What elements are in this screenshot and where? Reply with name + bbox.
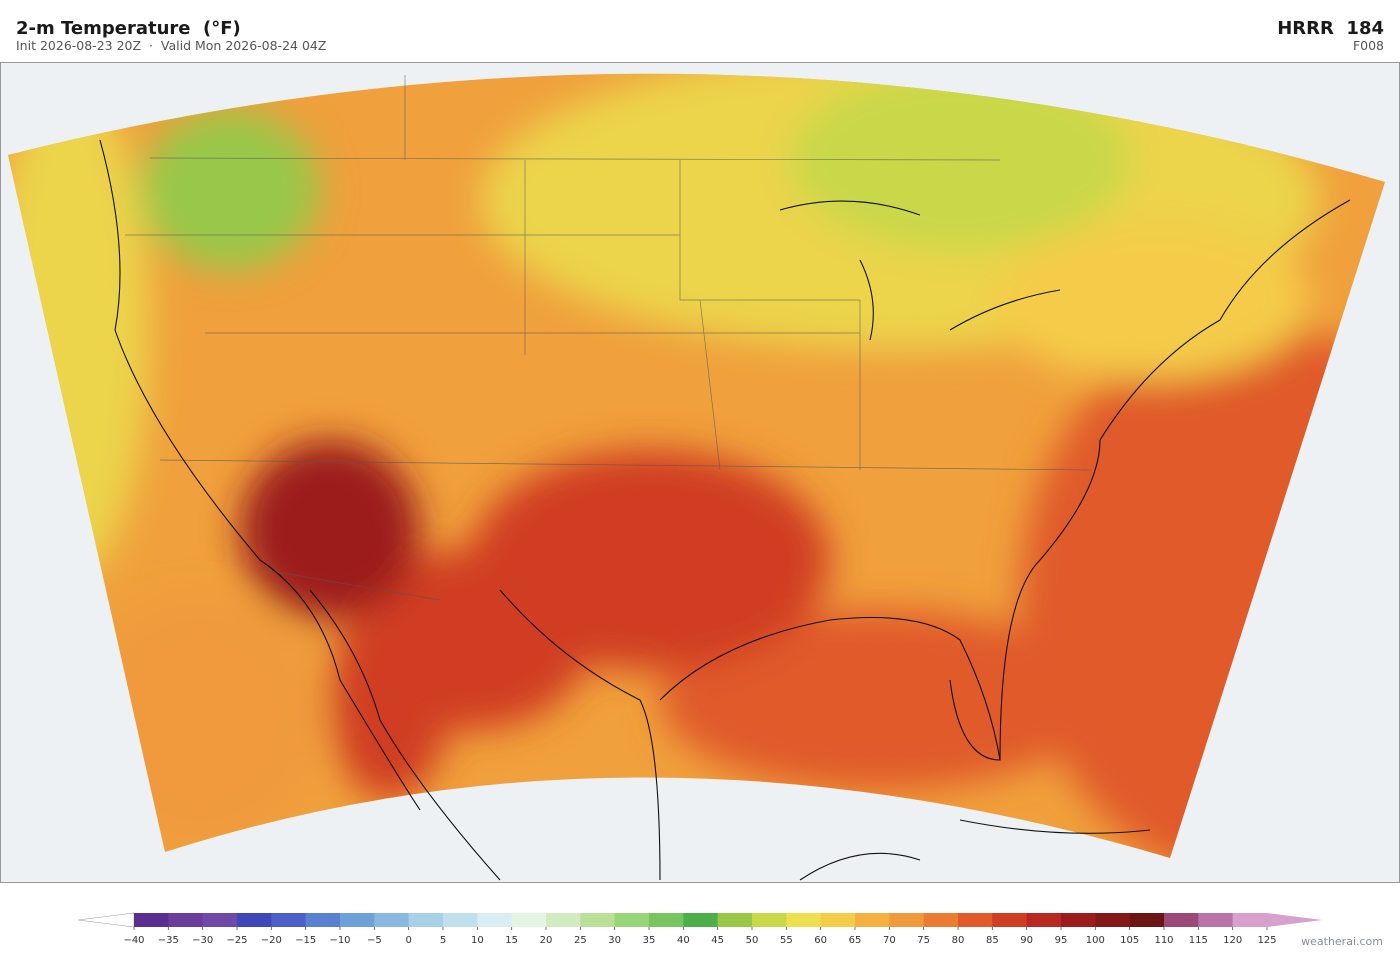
colorbar-segment (683, 913, 718, 927)
colorbar-tick-label: 35 (643, 935, 656, 946)
colorbar-tick-label: −35 (158, 935, 179, 946)
colorbar-tick-label: 25 (574, 935, 587, 946)
colorbar-segment (1232, 913, 1268, 927)
colorbar-segment (477, 913, 512, 927)
title: 2-m Temperature (°F) (16, 18, 241, 39)
colorbar-segment (958, 913, 993, 927)
colorbar-segment (237, 913, 272, 927)
colorbar-tick-label: 95 (1055, 935, 1068, 946)
colorbar-tick-label: −30 (192, 935, 213, 946)
colorbar-tick-label: −40 (123, 935, 144, 946)
colorbar-tick-label: −10 (329, 935, 350, 946)
colorbar-segment (374, 913, 409, 927)
colorbar-tick-label: 115 (1189, 935, 1208, 946)
colorbar-tick-label: 0 (405, 935, 411, 946)
colorbar-tick-label: −5 (367, 935, 382, 946)
colorbar-segment (752, 913, 787, 927)
colorbar-tick-label: 55 (780, 935, 793, 946)
colorbar-tick-label: 120 (1223, 935, 1242, 946)
colorbar-tick-label: 10 (471, 935, 484, 946)
borders (125, 75, 1091, 601)
colorbar-segment (1129, 913, 1165, 927)
colorbar-segment (305, 913, 341, 927)
credit: weatherai.com (1301, 935, 1383, 948)
model-name: HRRR 184 (1277, 18, 1384, 39)
colorbar-segment (1061, 913, 1096, 927)
colorbar-tick-label: 90 (1020, 935, 1033, 946)
colorbar-segment (614, 913, 650, 927)
colorbar-under (77, 912, 135, 928)
colorbar-tick-label: 30 (608, 935, 621, 946)
colorbar-segment (1095, 913, 1130, 927)
colorbar-tick-label: 15 (505, 935, 518, 946)
colorbar-tick-label: 70 (883, 935, 896, 946)
colorbar-segment (340, 913, 375, 927)
colorbar-segment (855, 913, 890, 927)
colorbar-segment (271, 913, 306, 927)
colorbar-tick-label: −20 (261, 935, 282, 946)
colorbar-tick-label: 80 (952, 935, 965, 946)
colorbar-segment (889, 913, 924, 927)
colorbar-tick-label: 100 (1086, 935, 1105, 946)
colorbar-tick-label: 20 (540, 935, 553, 946)
colorbar-segment (134, 913, 169, 927)
colorbar-segment (580, 913, 615, 927)
colorbar-segment (546, 913, 581, 927)
colorbar-segment (786, 913, 821, 927)
colorbar-tick-label: 65 (849, 935, 862, 946)
colorbar-tick-label: 50 (746, 935, 759, 946)
colorbar-tick-label: 75 (917, 935, 930, 946)
colorbar-tick-label: 110 (1154, 935, 1173, 946)
coastlines (99, 139, 1351, 881)
colorbar-tick-label: 40 (677, 935, 690, 946)
forecast-hour: F008 (1353, 38, 1384, 53)
colorbar-tick-label: 60 (814, 935, 827, 946)
colorbar-segment (1198, 913, 1233, 927)
colorbar-segment (992, 913, 1027, 927)
colorbar-tick-label: −15 (295, 935, 316, 946)
subtitle: Init 2026-08-23 20Z · Valid Mon 2026-08-… (16, 38, 326, 53)
colorbar-segment (1026, 913, 1062, 927)
colorbar-over (1267, 913, 1322, 927)
colorbar-tick-label: 125 (1257, 935, 1276, 946)
colorbar-segment (443, 913, 478, 927)
colorbar-tick-label: 85 (986, 935, 999, 946)
colorbar-segment (408, 913, 444, 927)
colorbar-tick-label: 45 (711, 935, 724, 946)
colorbar-segment (511, 913, 547, 927)
colorbar-segment (820, 913, 856, 927)
colorbar-segment (202, 913, 238, 927)
colorbar-tick-label: −25 (226, 935, 247, 946)
colorbar-segment (717, 913, 753, 927)
colorbar-segment (923, 913, 959, 927)
colorbar-tick-label: 105 (1120, 935, 1139, 946)
colorbar-segment (1164, 913, 1199, 927)
colorbar-segment (168, 913, 203, 927)
colorbar-tick-label: 5 (440, 935, 446, 946)
colorbar-segment (649, 913, 684, 927)
temperature-field (8, 73, 1385, 858)
